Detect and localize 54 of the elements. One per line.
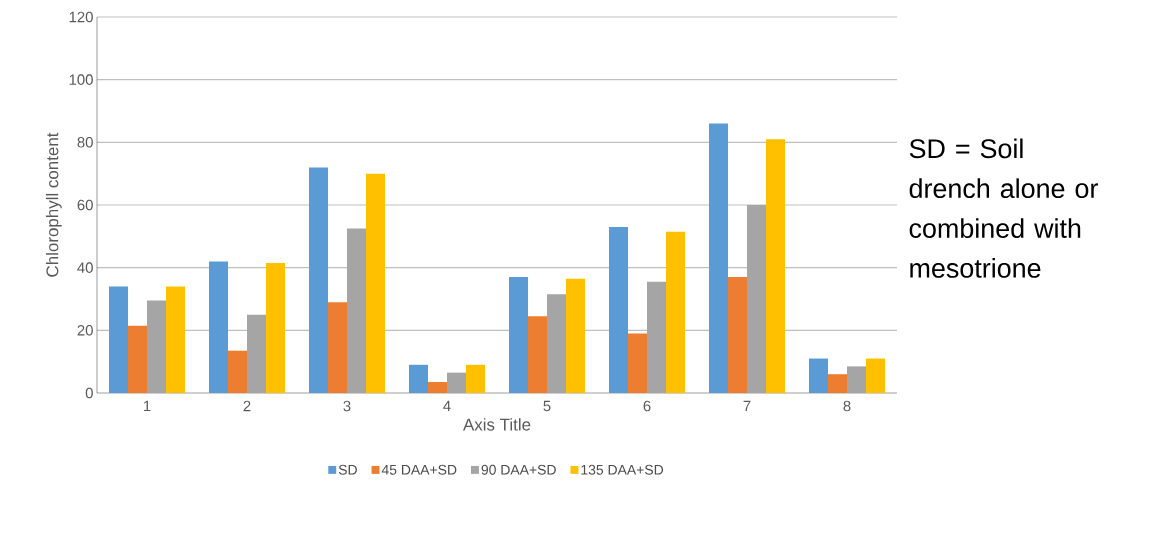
x-axis-title: Axis Title: [463, 418, 531, 431]
y-tick-label: 0: [85, 387, 93, 399]
bar: [247, 314, 266, 393]
y-tick-label: 40: [77, 262, 93, 273]
bar: [166, 286, 185, 393]
bar: [509, 277, 528, 393]
bar: [428, 382, 447, 393]
legend-label: 45 DAA+SD: [381, 464, 457, 475]
bar: [266, 262, 285, 393]
x-tick-label: 6: [643, 400, 651, 412]
bar: [828, 374, 847, 393]
bar: [809, 358, 828, 393]
bar: [547, 294, 566, 393]
bar: [128, 325, 147, 393]
bar: [728, 277, 747, 393]
legend-label: SD: [338, 464, 357, 475]
bar: [709, 123, 728, 393]
y-axis-title: Chlorophyll content: [45, 132, 62, 277]
bar: [747, 205, 766, 393]
x-tick-label: 4: [443, 400, 451, 412]
bar: [609, 226, 628, 393]
bar: [647, 281, 666, 393]
bar: [147, 300, 166, 393]
x-tick-label: 1: [143, 400, 151, 412]
x-tick-label: 8: [843, 400, 851, 412]
bar: [566, 278, 585, 393]
bar: [447, 372, 466, 393]
bar: [409, 364, 428, 393]
bar: [666, 231, 685, 393]
y-tick-label: 80: [77, 137, 93, 148]
y-tick-label: 20: [77, 325, 93, 336]
bar: [309, 167, 328, 393]
bar: [228, 350, 247, 393]
legend-label: 135 DAA+SD: [581, 464, 664, 475]
text: SD = Soil drench alone or combined with mesotrione: [909, 138, 1098, 278]
x-tick-label: 5: [543, 400, 551, 412]
bar: [847, 366, 866, 393]
bar: [328, 302, 347, 393]
bar: [766, 139, 785, 393]
y-tick-label: 120: [69, 11, 93, 23]
bar: [628, 333, 647, 393]
y-tick-label: 60: [77, 199, 93, 211]
x-tick-label: 2: [243, 400, 251, 412]
x-tick-label: 3: [343, 400, 351, 412]
bar: [528, 316, 547, 393]
bar: [347, 228, 366, 393]
bar: [866, 358, 885, 393]
bar: [109, 286, 128, 393]
bar: [209, 261, 228, 393]
y-tick-label: 100: [69, 74, 93, 85]
x-tick-label: 7: [743, 400, 751, 412]
legend-label: 90 DAA+SD: [481, 464, 556, 475]
bar: [366, 173, 385, 393]
bar: [466, 364, 485, 393]
